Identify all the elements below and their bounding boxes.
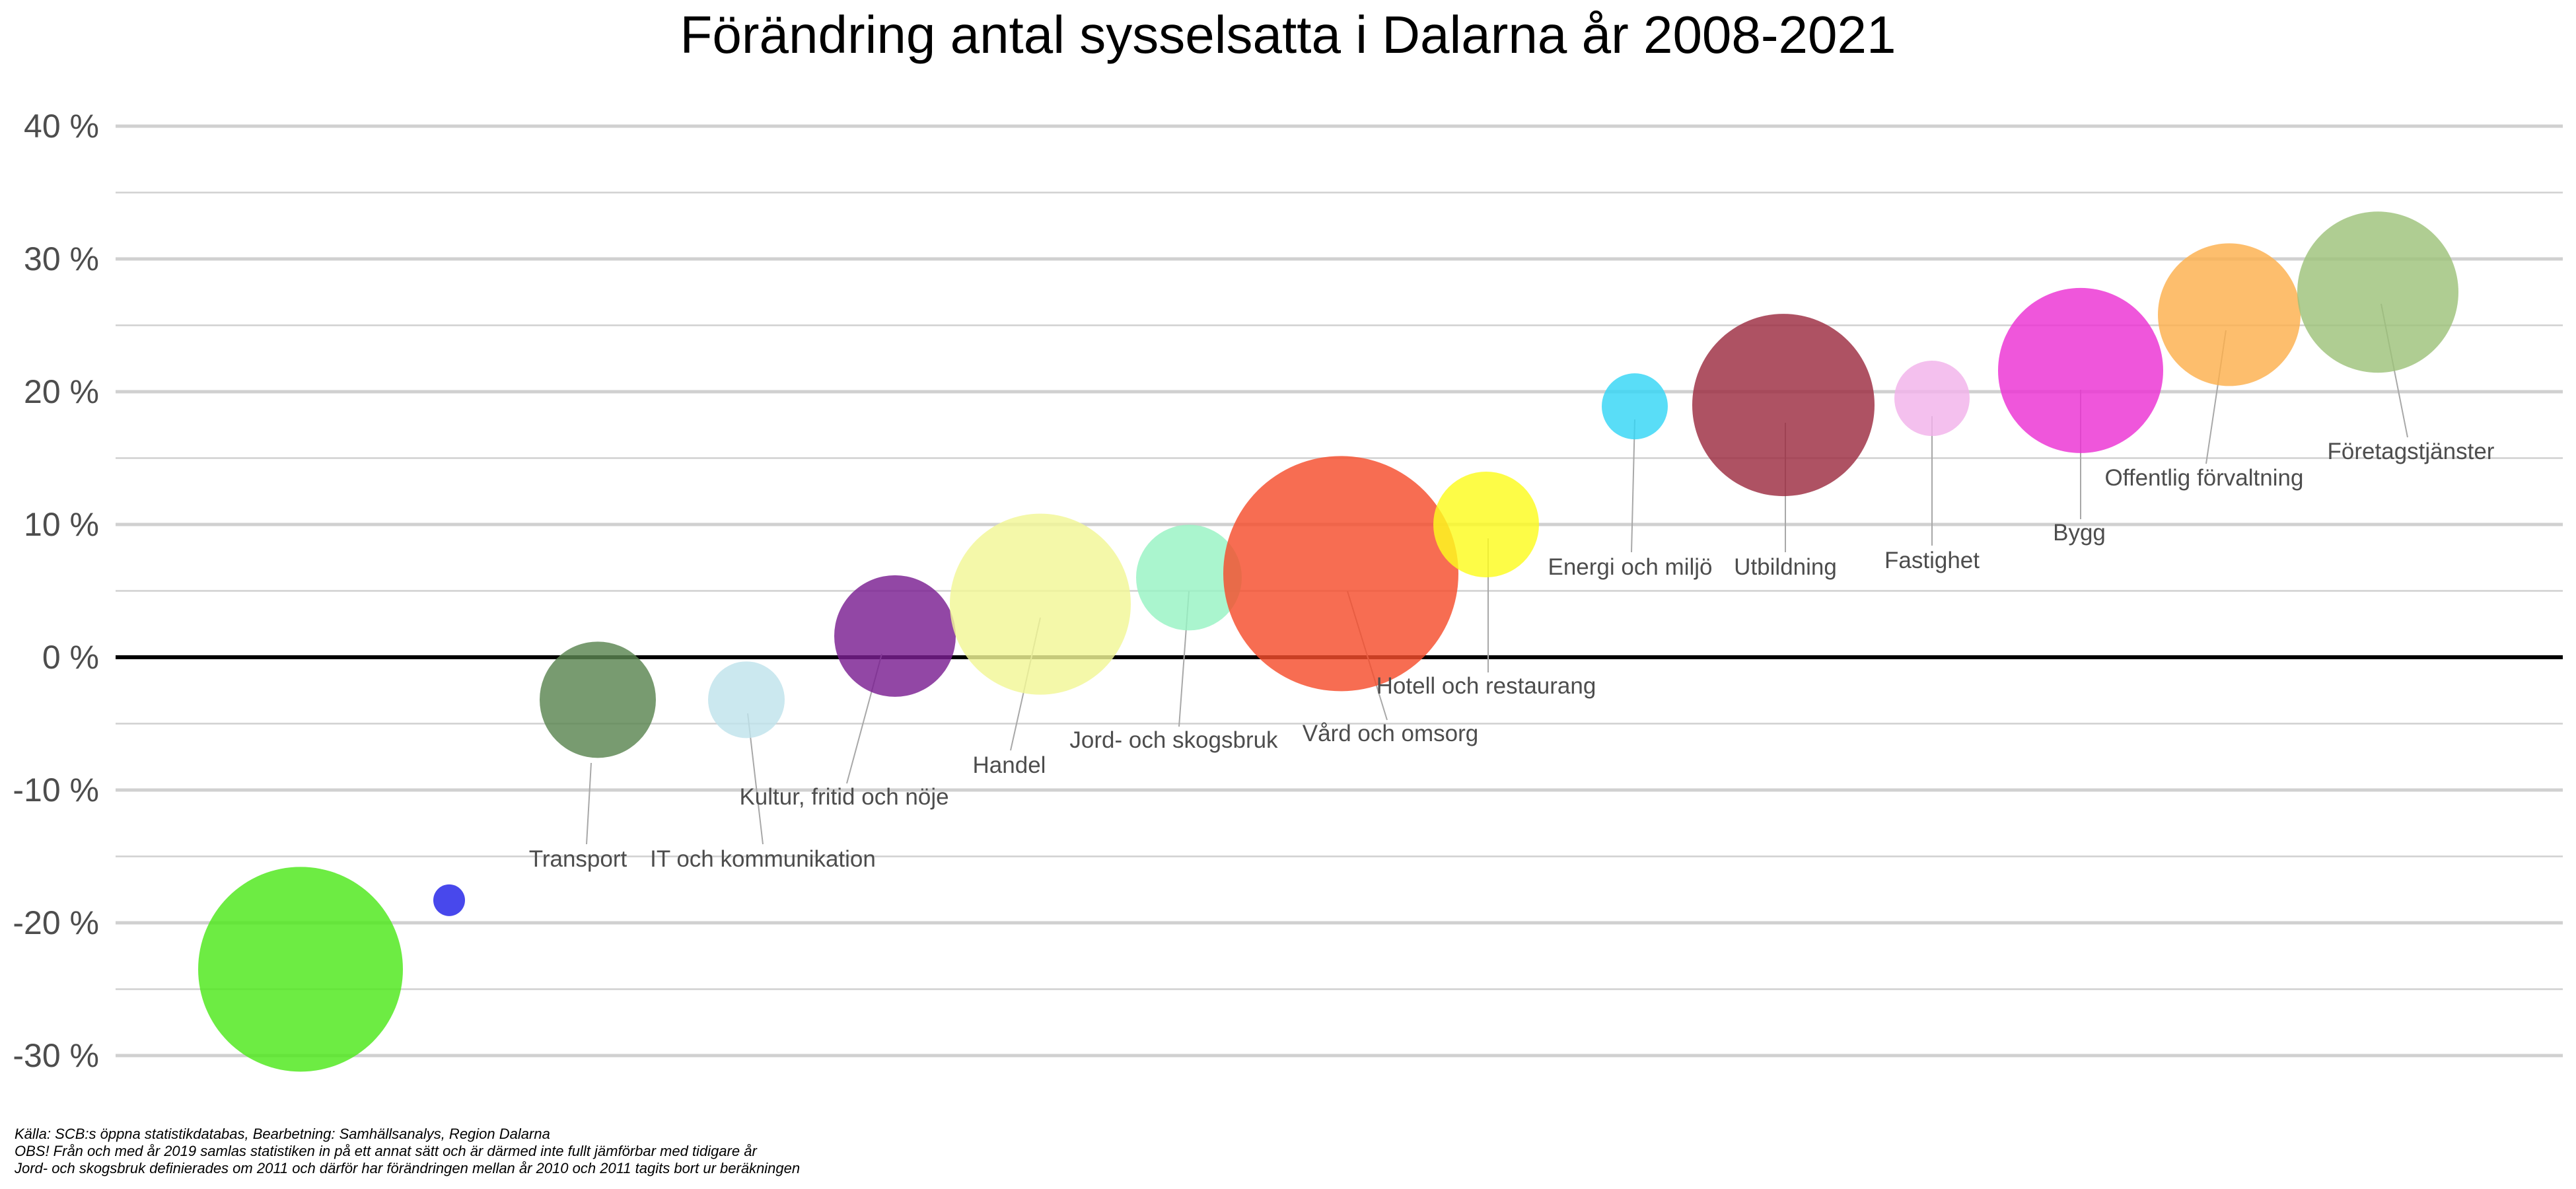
bubble-utbildning [1692,314,1875,497]
footnote-forestry: Jord- och skogsbruk definierades om 2011… [14,1160,800,1176]
bubble-label-hotell-och-restaurang: Hotell och restaurang [1377,673,1596,699]
y-tick-label: 20 % [24,373,99,410]
bubbles [198,211,2458,1072]
bubble-label-handel: Handel [973,752,1046,778]
bubble-label-energi-och-miljö: Energi och miljö [1548,554,1713,580]
bubble-unlabeled-0 [198,867,403,1072]
chart-title: Förändring antal sysselsatta i Dalarna å… [680,5,1896,64]
leader-line-transport [586,762,592,845]
bubble-fastighet [1894,361,1970,437]
y-tick-label: -30 % [13,1037,99,1074]
y-axis-ticks: 40 % 30 % 20 % 10 % 0 % -10 % -20 % -30 % [13,108,99,1074]
bubble-energi-och-miljö [1602,373,1668,440]
bubble-transport [540,641,656,758]
y-tick-label: 30 % [24,240,99,277]
y-tick-label: -20 % [13,904,99,941]
y-tick-label: 40 % [24,108,99,145]
bubble-label-utbildning: Utbildning [1734,554,1837,580]
bubble-label-fastighet: Fastighet [1884,548,1980,573]
bubble-label-kultur-fritid-och-nöje: Kultur, fritid och nöje [739,784,948,810]
y-tick-label: 10 % [24,506,99,543]
bubble-vård-och-omsorg [1223,456,1458,692]
bubble-label-it-och-kommunikation: IT och kommunikation [650,846,876,872]
footnote-method-change: OBS! Från och med år 2019 samlas statist… [15,1143,758,1159]
bubble-it-och-kommunikation [708,661,785,739]
bubble-unlabeled-1 [433,884,465,916]
footnote-source: Källa: SCB:s öppna statistikdatabas, Bea… [15,1126,550,1142]
bubble-kultur-fritid-och-nöje [834,575,956,697]
bubble-label-offentlig-förvaltning: Offentlig förvaltning [2105,465,2304,491]
grid-lines [116,124,2563,1058]
bubble-label-vård-och-omsorg: Vård och omsorg [1303,721,1479,746]
footnotes: Källa: SCB:s öppna statistikdatabas, Bea… [14,1126,800,1176]
bubble-bygg [1998,287,2163,453]
y-tick-label: -10 % [13,772,99,809]
bubble-label-jord-och-skogsbruk: Jord- och skogsbruk [1069,727,1278,753]
bubble-labels: Transport IT och kommunikation Kultur, fri… [529,439,2495,872]
bubble-offentlig-förvaltning [2158,243,2301,386]
bubble-label-bygg: Bygg [2053,520,2106,546]
bubble-hotell-och-restaurang [1433,472,1539,577]
bubble-label-företagstjänster: Företagstjänster [2328,439,2495,464]
bubble-jord-och-skogsbruk [1136,524,1242,631]
bubble-label-transport: Transport [529,846,627,872]
bubble-företagstjänster [2297,211,2458,373]
leader-line-energi-och-miljö [1631,419,1635,553]
bubble-handel [950,513,1131,695]
y-tick-label: 0 % [42,639,99,676]
